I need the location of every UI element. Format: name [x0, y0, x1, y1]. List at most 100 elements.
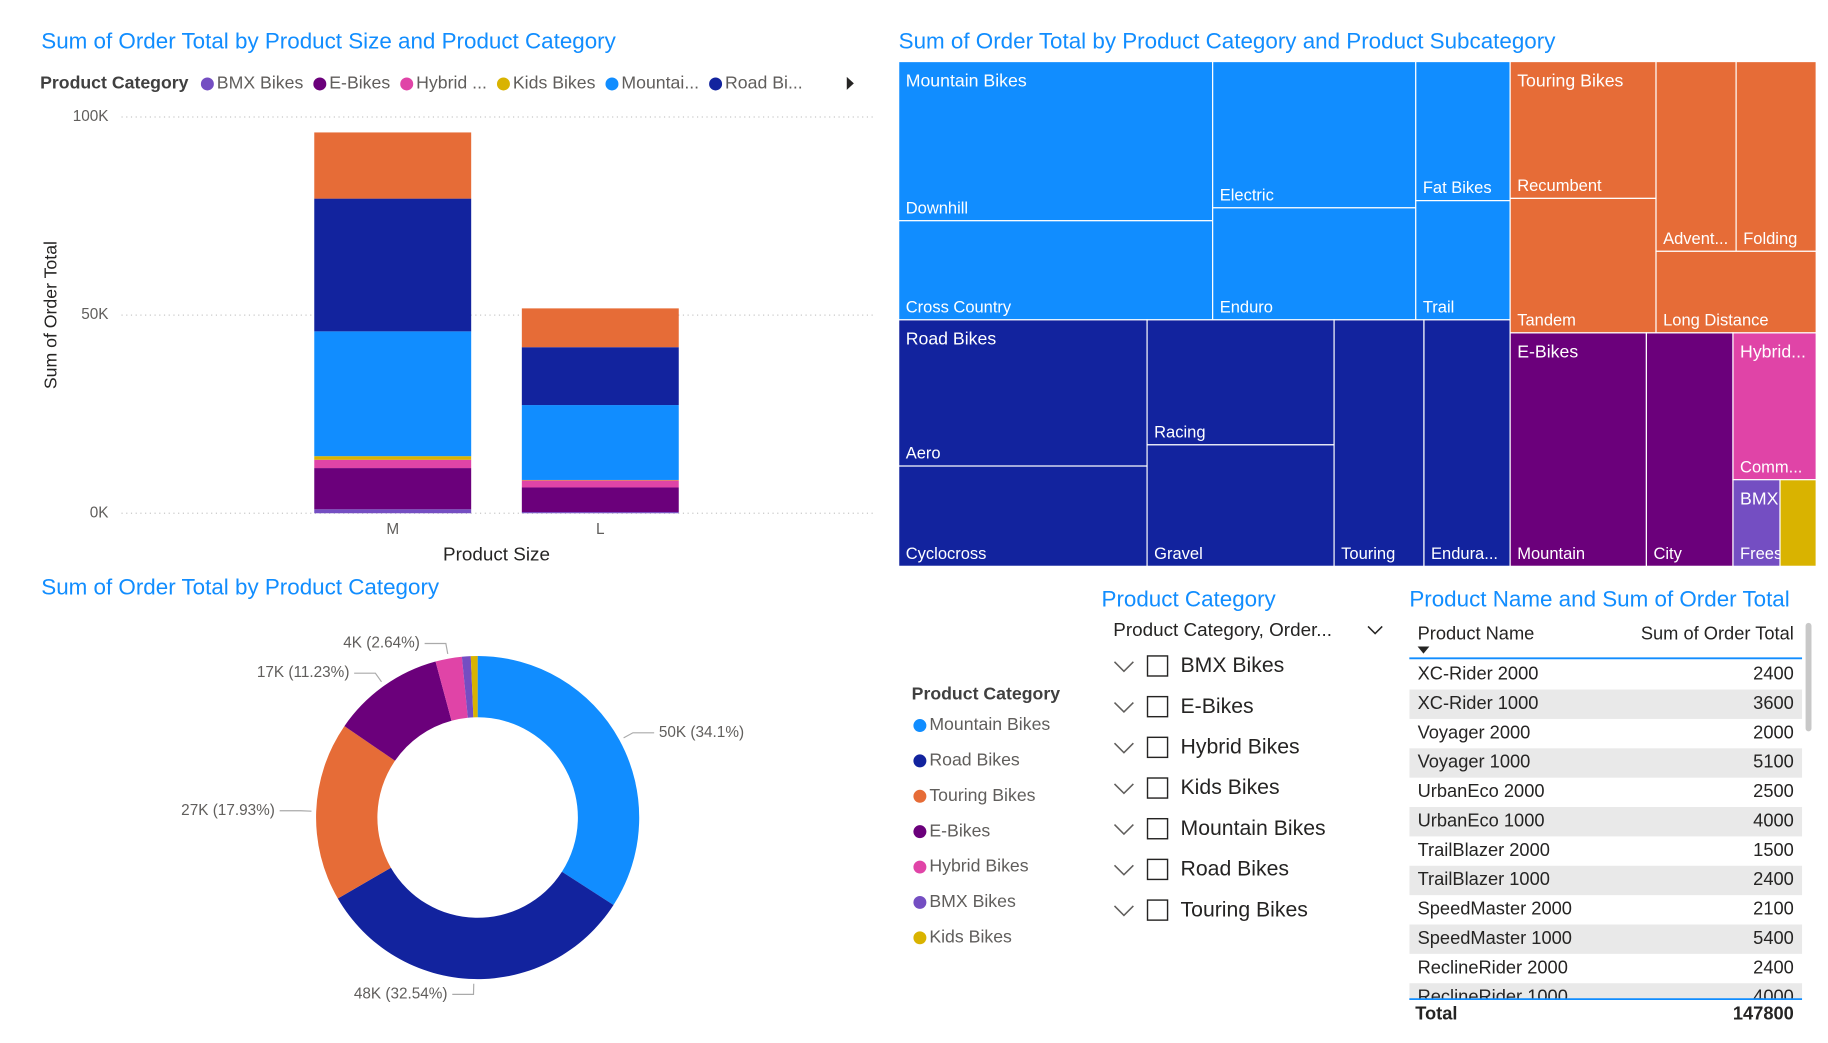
donut-slice[interactable] [316, 726, 395, 899]
legend-label[interactable]: Kids Bikes [513, 73, 596, 93]
slicer-item[interactable]: Hybrid Bikes [1181, 736, 1300, 759]
treemap-tile[interactable] [898, 319, 1148, 467]
cell: 4000 [1753, 986, 1794, 1007]
slicer-item[interactable]: E-Bikes [1181, 695, 1254, 718]
slicer-item[interactable]: BMX Bikes [1181, 654, 1285, 677]
treemap-tile[interactable] [1735, 60, 1817, 252]
bar-segment [314, 509, 472, 514]
legend-label[interactable]: BMX Bikes [929, 891, 1016, 911]
donut-slice[interactable] [461, 656, 474, 718]
checkbox[interactable] [1146, 858, 1169, 881]
legend-label[interactable]: Hybrid Bikes [929, 856, 1028, 876]
row-band [1409, 924, 1803, 954]
treemap-tile[interactable] [1732, 332, 1817, 481]
expand-chevron[interactable] [1113, 742, 1134, 754]
legend-label[interactable]: Mountai... [621, 73, 699, 93]
tile-label: Long Distance [1663, 311, 1769, 329]
expand-chevron[interactable] [1113, 905, 1134, 917]
cell: TrailBlazer 1000 [1418, 868, 1550, 889]
cell: 1500 [1753, 839, 1794, 860]
tile-label: City [1653, 545, 1682, 563]
total-label: Total [1415, 1002, 1457, 1023]
checkbox[interactable] [1146, 817, 1169, 840]
legend-marker [913, 754, 927, 768]
treemap-tile[interactable] [1655, 60, 1737, 252]
expand-chevron[interactable] [1113, 701, 1134, 714]
group-label: E-Bikes [1517, 342, 1578, 362]
y-tick-label: 50K [81, 306, 109, 323]
slicer-item[interactable]: Touring Bikes [1181, 898, 1308, 921]
treemap-tile[interactable] [1655, 250, 1817, 334]
legend-marker [400, 77, 414, 91]
treemap-tile[interactable] [1415, 200, 1511, 321]
checkbox[interactable] [1146, 736, 1169, 759]
treemap-tile[interactable] [1333, 319, 1425, 567]
donut-slice[interactable] [435, 656, 468, 721]
donut-slice[interactable] [470, 655, 478, 718]
treemap-tile[interactable] [1732, 479, 1781, 567]
x-tick-label: M [386, 521, 399, 538]
legend-next-arrow[interactable] [846, 76, 854, 90]
cell: 5400 [1753, 927, 1794, 948]
treemap-tile[interactable] [898, 465, 1148, 567]
slicer-item[interactable]: Road Bikes [1181, 858, 1290, 881]
treemap-tile[interactable] [1645, 332, 1734, 567]
scrollbar[interactable] [1805, 622, 1812, 732]
cell: UrbanEco 2000 [1418, 780, 1545, 801]
legend-label[interactable]: E-Bikes [929, 820, 990, 840]
tile-label: Fat Bikes [1423, 179, 1492, 197]
checkbox[interactable] [1146, 899, 1169, 921]
treemap-tile[interactable] [1509, 197, 1657, 334]
donut-slice[interactable] [477, 655, 640, 905]
legend-label[interactable]: E-Bikes [329, 73, 390, 93]
tile-label: Advent... [1663, 230, 1728, 248]
legend-label[interactable]: Road Bi... [725, 73, 803, 93]
column-header[interactable]: Product Name [1418, 623, 1535, 644]
expand-chevron[interactable] [1113, 783, 1134, 795]
row-band [1409, 689, 1803, 719]
bar-segment [314, 331, 472, 457]
checkbox[interactable] [1146, 777, 1169, 799]
slicer-header[interactable]: Product Category, Order... [1113, 619, 1332, 640]
legend-label[interactable]: BMX Bikes [217, 73, 304, 93]
legend-label[interactable]: Hybrid ... [416, 73, 487, 93]
data-label: 48K (32.54%) [354, 985, 448, 1002]
slicer-item[interactable]: Kids Bikes [1181, 776, 1280, 799]
cell: UrbanEco 1000 [1418, 809, 1545, 830]
checkbox[interactable] [1146, 655, 1169, 677]
cell: ReclineRider 1000 [1418, 986, 1568, 1007]
tile-label: Cyclocross [906, 545, 987, 563]
slicer-dropdown[interactable] [1367, 625, 1383, 635]
treemap-tile[interactable] [1146, 444, 1335, 567]
total-value: 147800 [1733, 1002, 1794, 1023]
cell: 2000 [1753, 721, 1794, 742]
checkbox[interactable] [1146, 695, 1169, 718]
legend-label[interactable]: Road Bikes [929, 750, 1020, 770]
treemap-tile[interactable] [1212, 207, 1417, 321]
legend-marker [200, 77, 214, 91]
chart-title: Sum of Order Total by Product Size and P… [41, 29, 616, 54]
treemap-tile[interactable] [1509, 60, 1657, 199]
treemap-tile[interactable] [1423, 319, 1511, 567]
slicer-title: Product Category [1102, 586, 1277, 611]
treemap-tile[interactable] [1779, 479, 1817, 567]
cell: 4000 [1753, 809, 1794, 830]
cell: TrailBlazer 2000 [1418, 839, 1550, 860]
legend-label[interactable]: Touring Bikes [929, 785, 1035, 805]
legend-label[interactable]: Mountain Bikes [929, 714, 1050, 734]
tile-label: Racing [1154, 423, 1205, 441]
donut-slice[interactable] [344, 661, 452, 761]
cell: Voyager 2000 [1418, 721, 1531, 742]
expand-chevron[interactable] [1113, 661, 1134, 673]
column-header[interactable]: Sum of Order Total [1641, 623, 1794, 644]
treemap-tile[interactable] [1415, 60, 1511, 202]
expand-chevron[interactable] [1113, 824, 1134, 836]
treemap-tile[interactable] [1212, 60, 1417, 209]
tile-label: Touring [1341, 545, 1395, 563]
treemap-tile[interactable] [1509, 332, 1647, 567]
slicer-item[interactable]: Mountain Bikes [1181, 817, 1326, 840]
donut-slice[interactable] [337, 867, 614, 980]
legend-label[interactable]: Kids Bikes [929, 926, 1012, 946]
expand-chevron[interactable] [1113, 864, 1134, 876]
legend-marker [913, 931, 927, 945]
